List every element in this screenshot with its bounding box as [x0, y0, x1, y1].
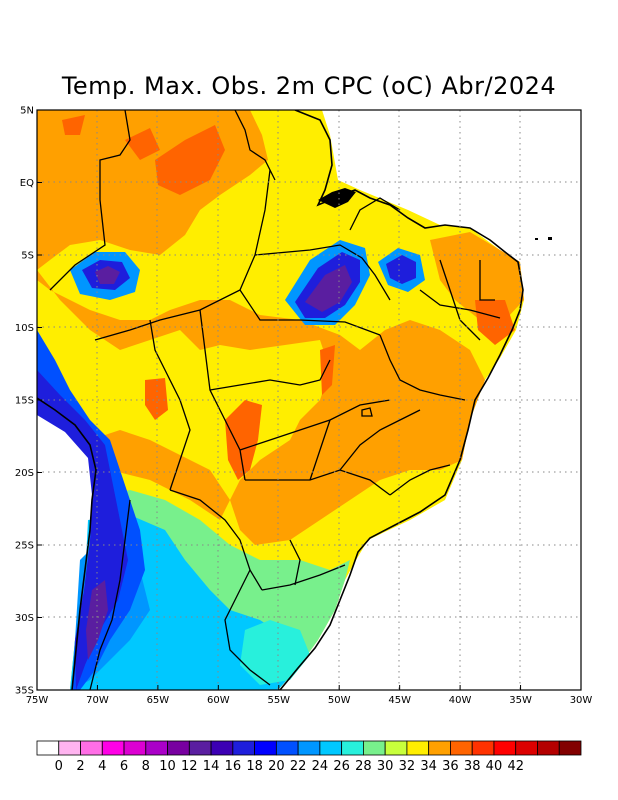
colorbar-label: 6: [120, 759, 128, 774]
colorbar-swatch: [101, 740, 125, 756]
temperature-field: [37, 110, 581, 690]
colorbar-swatch: [450, 740, 473, 756]
colorbar-label: 26: [333, 759, 350, 774]
colorbar-swatch: [558, 740, 582, 756]
colorbar-swatch: [232, 740, 255, 756]
colorbar-swatch: [275, 740, 299, 756]
colorbar-label: 36: [442, 759, 459, 774]
colorbar-label: 8: [142, 759, 150, 774]
longitude-axis: 75W 70W 65W 60W 55W 50W 45W 40W 35W 30W: [26, 685, 593, 706]
lat-label: 35S: [15, 686, 34, 697]
lon-label: 75W: [26, 695, 49, 706]
colorbar-label: 0: [55, 759, 63, 774]
colorbar-swatch: [537, 740, 560, 756]
colorbar-swatch: [471, 740, 495, 756]
colorbar-label: 22: [290, 759, 307, 774]
colorbar-label: 12: [181, 759, 198, 774]
lon-label: 60W: [207, 695, 230, 706]
colorbar-swatch: [515, 740, 538, 756]
colorbar-swatch: [297, 740, 321, 756]
lon-label: 50W: [328, 695, 351, 706]
colorbar-swatch: [188, 740, 212, 756]
lon-label: 55W: [267, 695, 290, 706]
colorbar-swatch: [254, 740, 277, 756]
lon-label: 65W: [147, 695, 170, 706]
colorbar-swatch: [145, 740, 168, 756]
lat-label: 15S: [15, 396, 34, 407]
colorbar-swatch: [319, 740, 343, 756]
lon-label: 45W: [388, 695, 411, 706]
colorbar-label: 2: [76, 759, 84, 774]
colorbar-label: 38: [464, 759, 481, 774]
colorbar-swatch: [80, 740, 103, 756]
colorbar-swatch: [167, 740, 190, 756]
colorbar-swatch: [58, 740, 81, 756]
latitude-axis: 5N EQ 5S 10S 15S 20S 25S 30S 35S: [15, 106, 42, 697]
colorbar-label: 24: [312, 759, 329, 774]
map-title: Temp. Max. Obs. 2m CPC (oC) Abr/2024: [61, 72, 557, 100]
colorbar-swatch: [210, 740, 234, 756]
colorbar-label: 40: [486, 759, 503, 774]
colorbar-swatch: [362, 740, 386, 756]
lon-label: 70W: [86, 695, 109, 706]
colorbar-swatch: [428, 740, 451, 756]
colorbar-swatch: [36, 740, 60, 756]
lat-label: 5N: [20, 106, 34, 117]
colorbar-swatch: [341, 740, 364, 756]
lon-label: 30W: [570, 695, 593, 706]
colorbar-label: 10: [159, 759, 176, 774]
lat-label: EQ: [20, 178, 34, 189]
colorbar-label: 34: [420, 759, 437, 774]
colorbar-label: 14: [203, 759, 220, 774]
lon-label: 40W: [449, 695, 472, 706]
lat-label: 10S: [15, 323, 34, 334]
colorbar-swatch: [406, 740, 430, 756]
colorbar-label: 18: [246, 759, 263, 774]
colorbar-swatch: [384, 740, 408, 756]
lon-label: 35W: [509, 695, 532, 706]
colorbar-label: 42: [507, 759, 524, 774]
colorbar-label: 30: [377, 759, 394, 774]
lat-label: 30S: [15, 613, 34, 624]
colorbar-label: 16: [225, 759, 242, 774]
lat-label: 25S: [15, 541, 34, 552]
colorbar: 0 2 4 6 8 10 12 14 16 18 20 22 24 26 28 30 32 34 36 38 40 42: [36, 740, 582, 774]
lat-label: 5S: [21, 251, 34, 262]
colorbar-label: 20: [268, 759, 285, 774]
colorbar-label: 32: [399, 759, 416, 774]
lat-label: 20S: [15, 468, 34, 479]
colorbar-swatch: [493, 740, 517, 756]
colorbar-swatch: [123, 740, 147, 756]
colorbar-label: 28: [355, 759, 372, 774]
colorbar-label: 4: [98, 759, 106, 774]
